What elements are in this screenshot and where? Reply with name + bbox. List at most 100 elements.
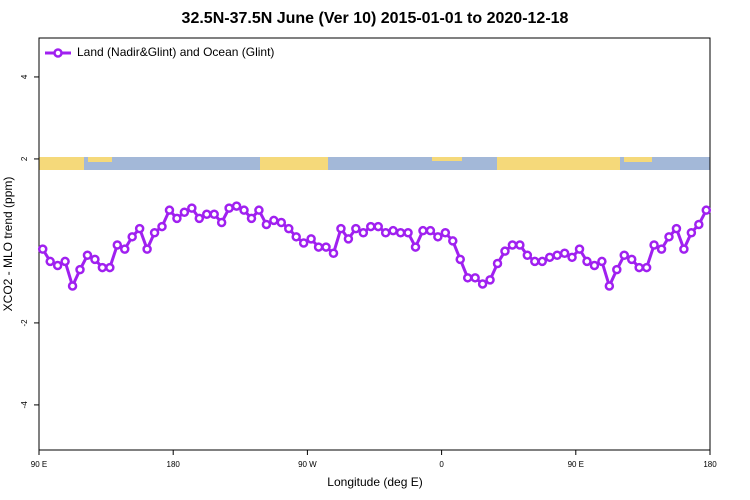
data-point [686, 227, 697, 238]
data-point [433, 232, 443, 242]
data-point [269, 215, 279, 226]
y-axis-label: XCO2 - MLO trend (ppm) [1, 177, 15, 312]
data-point [231, 201, 242, 211]
data-point [425, 225, 436, 236]
data-point [119, 244, 130, 254]
data-point [239, 205, 249, 215]
data-point [626, 254, 637, 265]
data-point [343, 234, 354, 244]
data-point [254, 205, 264, 215]
data-point [544, 252, 555, 263]
data-point [701, 205, 712, 215]
data-point [179, 207, 190, 217]
data-point [336, 223, 346, 234]
land [432, 157, 462, 161]
land [497, 157, 620, 170]
data-point [664, 232, 674, 242]
data-point [97, 262, 108, 273]
data-point [284, 223, 294, 234]
data-point [597, 256, 607, 267]
data-point [105, 262, 115, 273]
map-strip [39, 157, 710, 170]
data-point [649, 240, 659, 250]
data-point [261, 219, 272, 230]
data-point [187, 203, 197, 213]
data-point [209, 209, 219, 220]
data-point [485, 275, 495, 285]
data-point [448, 236, 458, 246]
data-point [216, 217, 227, 228]
data-point [246, 213, 257, 224]
legend-marker [53, 48, 63, 58]
data-point [313, 242, 324, 252]
data-point [224, 203, 234, 213]
data-point [395, 227, 406, 238]
data-point [67, 281, 78, 291]
land [260, 157, 328, 170]
y-tick-label: -4 [20, 401, 29, 409]
data-point [694, 219, 704, 230]
land [88, 157, 112, 162]
data-point [134, 223, 145, 234]
x-tick-label: 90 E [568, 460, 584, 469]
data-point [127, 232, 137, 242]
land [39, 157, 84, 170]
data-point [470, 273, 480, 283]
x-axis-label: Longitude (deg E) [327, 475, 422, 489]
data-point [142, 244, 152, 254]
data-point [276, 217, 287, 228]
data-point [574, 244, 585, 254]
data-point [306, 234, 316, 244]
x-tick-label: 90 E [31, 460, 47, 469]
y-tick-label: -2 [20, 319, 29, 327]
data-point [321, 242, 331, 252]
x-tick-label: 180 [703, 460, 717, 469]
plot-frame [38, 37, 711, 451]
data-point [612, 264, 622, 275]
data-point [567, 252, 577, 263]
data-point [366, 221, 376, 232]
data-point [202, 209, 212, 220]
data-point [45, 256, 55, 267]
data-point [440, 227, 451, 238]
series-line [41, 204, 708, 291]
data-point [530, 256, 540, 267]
data-point [328, 248, 339, 258]
data-point [37, 244, 48, 254]
data-point [403, 227, 413, 238]
data-point [358, 227, 369, 238]
data-point [671, 223, 682, 234]
data-point [373, 221, 383, 232]
data-point [537, 256, 547, 267]
data-point [500, 246, 510, 256]
data-point [515, 240, 525, 250]
data-point [656, 244, 667, 254]
y-tick-label: 2 [20, 156, 29, 161]
data-point [507, 240, 518, 250]
data-point [291, 232, 301, 242]
data-point [589, 260, 600, 271]
data-point [52, 260, 63, 271]
data-point [410, 242, 421, 252]
data-point [604, 281, 615, 291]
data-point [418, 225, 428, 236]
data-point [552, 250, 562, 261]
legend-label: Land (Nadir&Glint) and Ocean (Glint) [77, 45, 274, 59]
data-point [351, 223, 361, 234]
data-point [298, 238, 309, 248]
data-point [477, 279, 488, 289]
data-point [75, 264, 85, 275]
data-point [112, 240, 123, 250]
data-point [522, 250, 533, 261]
data-point [455, 254, 465, 265]
data-point [634, 262, 644, 273]
data-point [462, 273, 473, 283]
data-point [60, 256, 70, 267]
data-point [582, 256, 592, 267]
data-point [172, 213, 182, 224]
x-tick-label: 0 [439, 460, 444, 469]
data-point [90, 254, 100, 265]
data-point [388, 225, 398, 236]
y-tick-label: 4 [20, 74, 29, 79]
